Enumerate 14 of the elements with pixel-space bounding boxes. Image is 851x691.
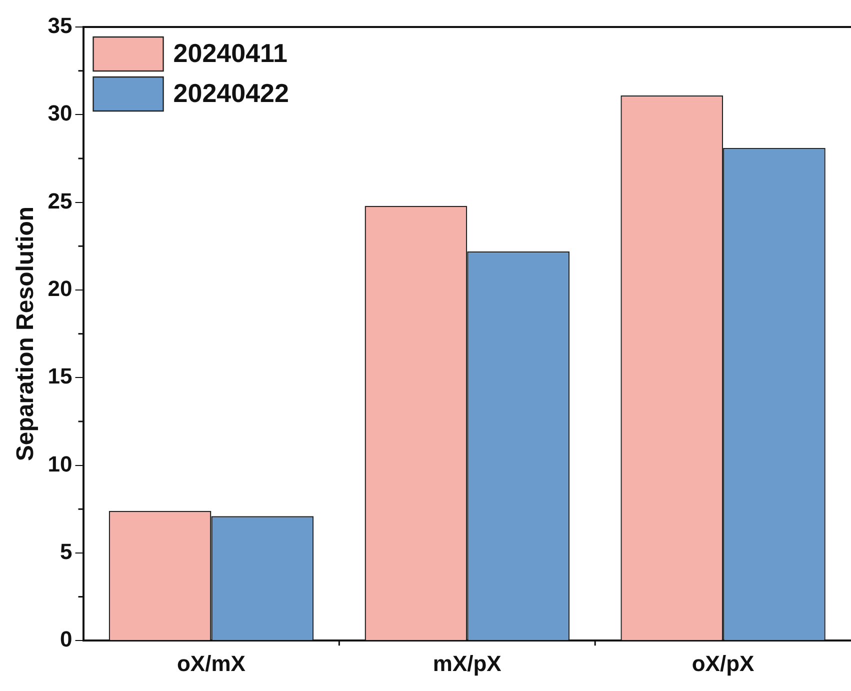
legend-label: 20240411 — [173, 38, 288, 68]
y-tick-label: 0 — [60, 626, 72, 652]
y-axis-title: Separation Resolution — [12, 206, 40, 462]
x-tick-label: oX/pX — [692, 650, 755, 676]
x-tick-label: oX/mX — [176, 650, 246, 676]
y-tick-label: 15 — [48, 364, 72, 389]
x-tick-label: mX/pX — [432, 650, 502, 676]
y-tick-label: 20 — [48, 276, 72, 302]
y-tick-label: 35 — [48, 13, 72, 38]
y-tick-label: 5 — [60, 539, 72, 564]
y-tick-label: 25 — [48, 188, 72, 214]
legend-label: 20240422 — [173, 78, 289, 108]
y-tick-label: 10 — [48, 451, 72, 476]
y-tick-label: 30 — [48, 100, 72, 126]
